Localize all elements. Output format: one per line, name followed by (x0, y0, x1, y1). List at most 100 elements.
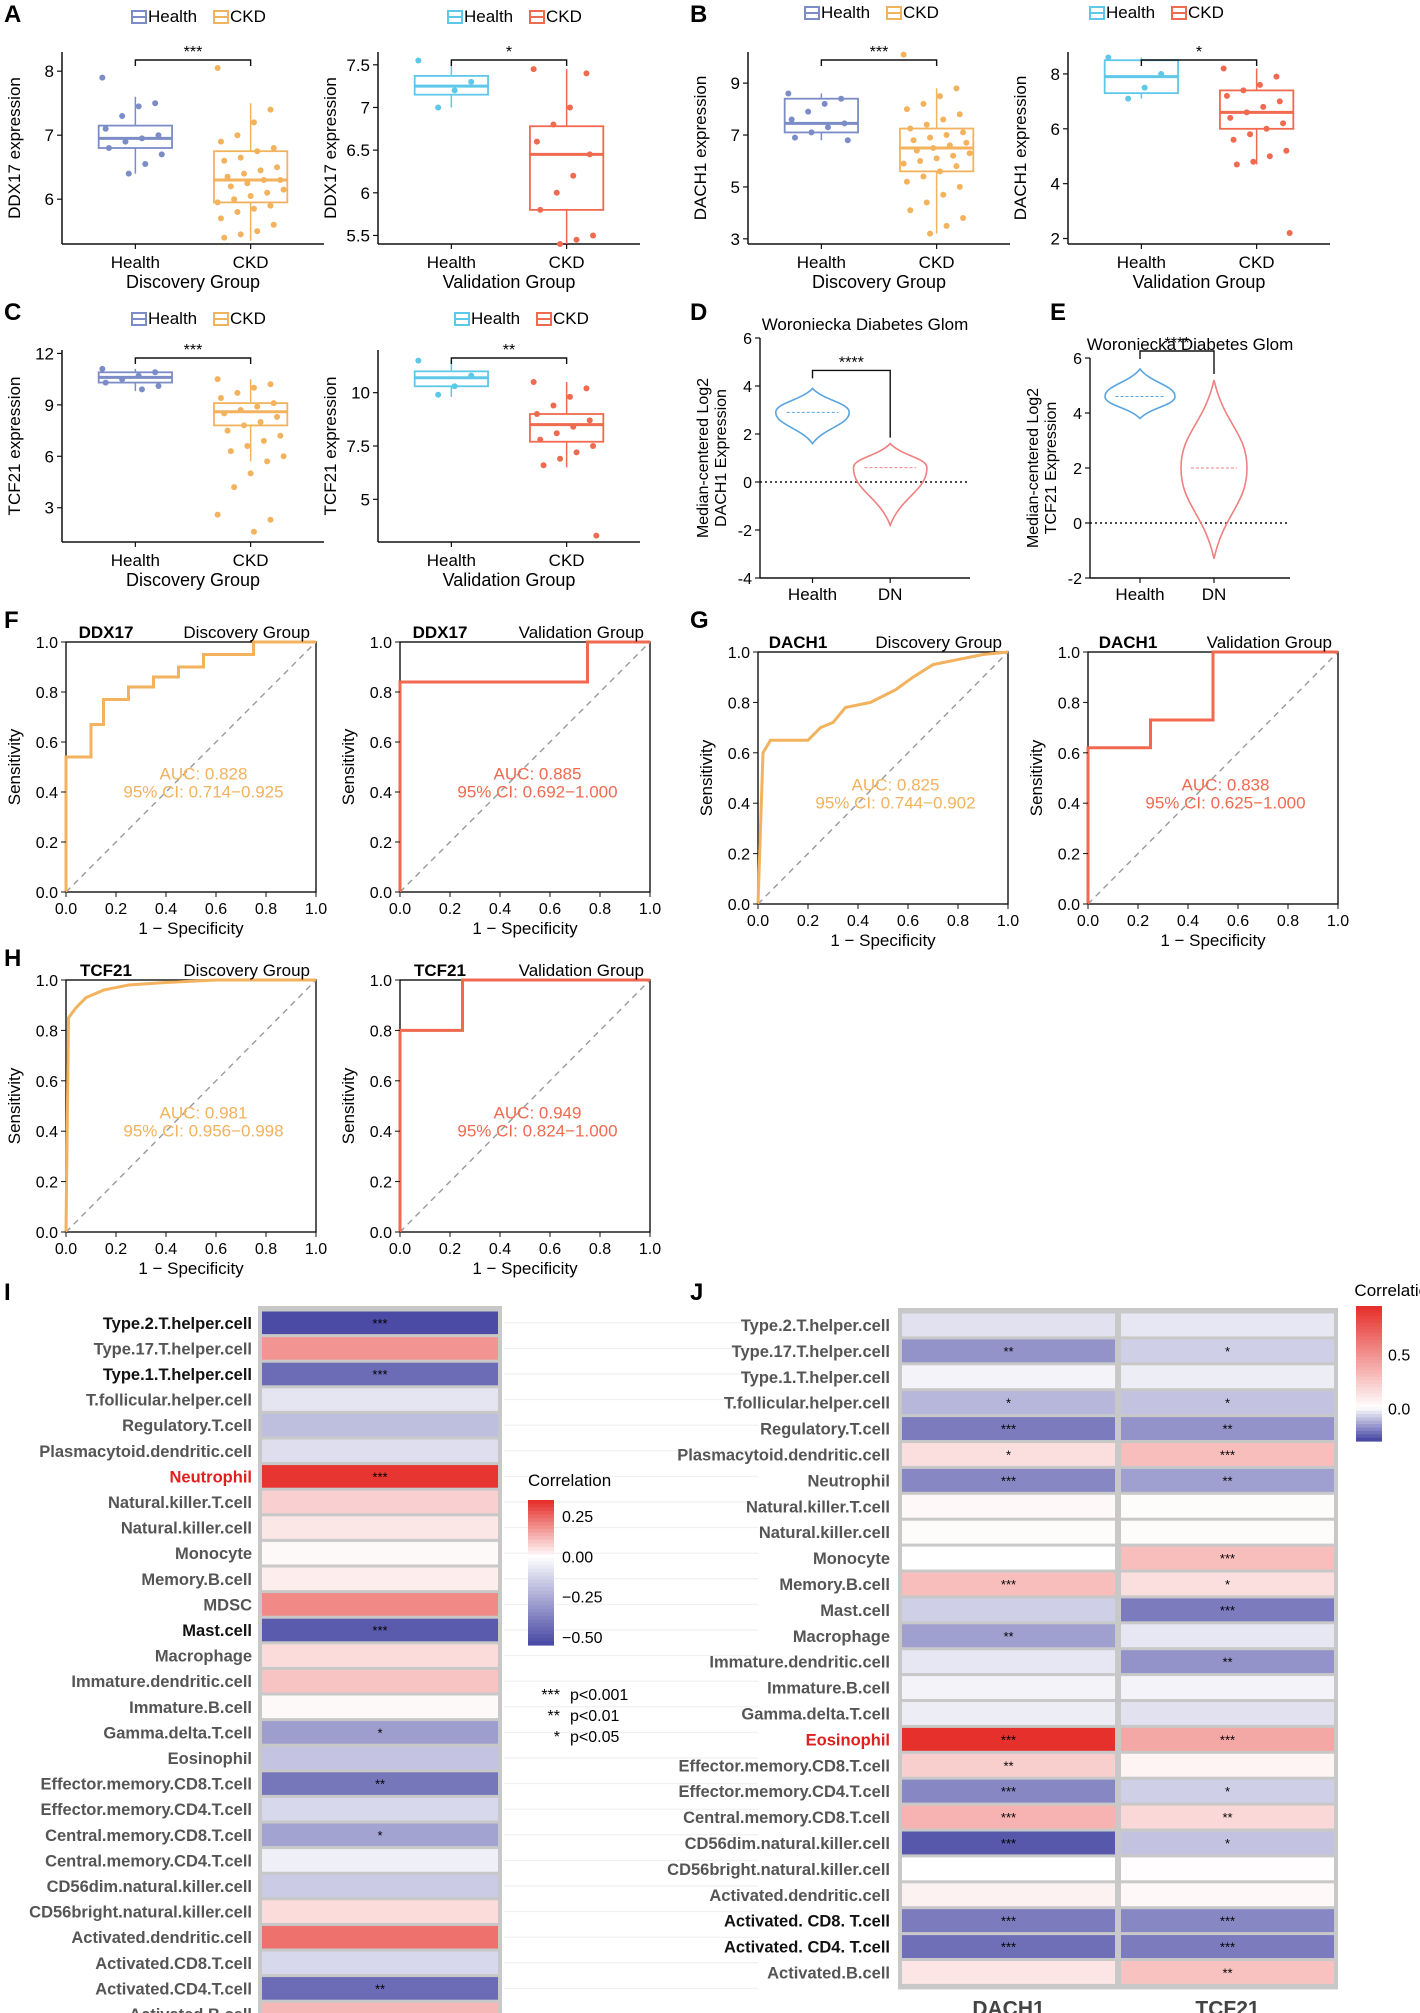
row-label: T.follicular.helper.cell (724, 1395, 890, 1413)
heatmap-cell (262, 1772, 498, 1795)
data-point (99, 365, 106, 372)
heatmap-row: *** Mast.cell (820, 1598, 1334, 1622)
legend-item: CKD (536, 309, 589, 328)
heatmap-row: Monocyte (175, 1541, 758, 1565)
heatmap-row: Gamma.delta.T.cell * (103, 1721, 758, 1744)
sig-legend-mark: ** (548, 1708, 560, 1725)
row-label: Central.memory.CD8.T.cell (45, 1827, 252, 1845)
heatmap-row: *** Monocyte (813, 1546, 1334, 1570)
legend-tick-label: 0.0 (1388, 1402, 1410, 1419)
heatmap-row: Activated.CD4.T.cell ** (95, 1977, 758, 2000)
x-tick-label: CKD (233, 253, 269, 272)
y-tick-label: 6 (45, 190, 54, 209)
data-point (274, 413, 281, 420)
legend-gradient-step (528, 1572, 554, 1577)
data-point (244, 180, 251, 187)
x-tick-label: 1.0 (639, 1241, 661, 1258)
y-tick-label: -4 (738, 571, 752, 588)
x-tick-label: Health (797, 253, 846, 272)
y-tick-label: 0.2 (370, 1175, 392, 1192)
y-tick-label: 0.4 (36, 1124, 58, 1141)
heatmap-row: Type.1.T.helper.cell *** (103, 1362, 758, 1386)
violin-title: Woroniecka Diabetes Glom (762, 315, 969, 334)
y-tick-label: 4 (743, 379, 752, 396)
y-tick-label: 1.0 (36, 973, 58, 990)
data-point (566, 104, 573, 111)
box (529, 125, 605, 211)
data-point (923, 121, 930, 128)
y-tick-label: 0.0 (36, 885, 58, 902)
data-point (250, 384, 257, 391)
legend-gradient-step (1356, 1437, 1382, 1442)
heatmap-cell (1121, 1468, 1334, 1492)
legend-gradient-step (528, 1637, 554, 1642)
legend-gradient-step (1356, 1373, 1382, 1378)
diagonal-reference (65, 641, 317, 893)
data-point (221, 234, 228, 241)
sig-label: *** (184, 44, 203, 61)
heatmap-cell (262, 1541, 498, 1565)
heatmap-row: ** Effector.memory.CD8.T.cell (678, 1753, 1334, 1777)
heatmap-row: CD56bright.natural.killer.cell (29, 1900, 758, 1923)
data-point (841, 120, 848, 127)
roc-gene: TCF21 (80, 961, 132, 980)
heatmap-row: Neutrophil *** (170, 1465, 758, 1488)
row-label: Natural.killer.T.cell (108, 1494, 252, 1512)
data-point (280, 186, 287, 193)
heatmap-row: Immature.B.cell (129, 1695, 758, 1719)
data-point (224, 427, 231, 434)
y-tick-label: 10 (351, 384, 370, 403)
data-point (583, 70, 590, 77)
heatmap-row: CD56dim.natural.killer.cell (47, 1874, 758, 1898)
sig-legend-mark: * (554, 1729, 560, 1746)
x-axis-title: Validation Group (443, 272, 576, 292)
data-point (1141, 84, 1148, 91)
legend-gradient-step (1356, 1376, 1382, 1381)
box-group-health (413, 357, 489, 398)
x-tick-label: 0.8 (255, 901, 277, 918)
legend-gradient-step (528, 1525, 554, 1530)
x-tick-label: 1.0 (997, 913, 1019, 930)
legend-gradient-step (1356, 1390, 1382, 1395)
data-point (920, 173, 927, 180)
row-label: Type.1.T.helper.cell (103, 1366, 252, 1384)
data-point (550, 121, 557, 128)
data-point (593, 532, 600, 539)
data-point (270, 400, 277, 407)
heatmap-cell (902, 1702, 1115, 1725)
sig-mark: *** (1001, 1836, 1016, 1851)
sig-legend-text: p<0.05 (570, 1729, 619, 1746)
heatmap-cell (902, 1494, 1115, 1518)
y-tick-label: 0.2 (36, 1175, 58, 1192)
data-point (903, 106, 910, 113)
heatmap-cell (1121, 1417, 1334, 1440)
data-point (254, 403, 261, 410)
legend-gradient-step (1356, 1420, 1382, 1425)
sig-mark: *** (1220, 1447, 1235, 1462)
legend-label: CKD (230, 309, 266, 328)
violin-shape (774, 387, 851, 445)
sig-bracket (450, 357, 568, 364)
y-axis-label: TCF21 expression (5, 377, 24, 516)
diagonal-reference (65, 979, 317, 1233)
panel-letter-H: H (4, 945, 21, 972)
x-tick-label: 0.4 (847, 913, 869, 930)
data-point (102, 379, 109, 386)
legend-label: Health (148, 7, 197, 26)
legend-gradient-step (528, 1619, 554, 1624)
heatmap-cell (902, 1468, 1115, 1492)
legend-label: CKD (230, 7, 266, 26)
y-tick-label: 7.5 (346, 56, 370, 75)
y-tick-label: 0.6 (36, 1074, 58, 1091)
heatmap-cell (902, 1339, 1115, 1363)
box-group-ckd (1219, 65, 1295, 237)
legend-tick-label: 0.00 (562, 1549, 593, 1566)
data-point (237, 407, 244, 413)
x-tick-label: Health (427, 551, 476, 570)
x-axis-label: 1 − Specificity (138, 919, 244, 938)
heatmap-cell (1121, 1935, 1334, 1958)
violin-panels: Woroniecka Diabetes Glom -4 -2 0 2 4 6 Median-c… (695, 315, 1293, 604)
legend-label: Health (471, 309, 520, 328)
legend-label: CKD (903, 3, 939, 22)
heatmap-row: ** Activated.B.cell (767, 1961, 1334, 1984)
